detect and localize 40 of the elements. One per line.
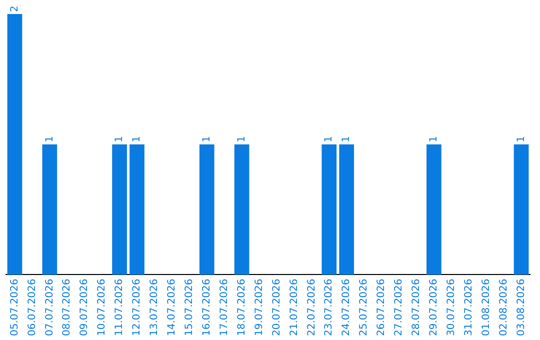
x-tick-label: 02.08.2026 [498, 278, 510, 336]
data-label: 1 [516, 136, 527, 142]
x-tick-label: 18.07.2026 [236, 278, 248, 336]
x-tick-label: 12.07.2026 [132, 278, 143, 336]
x-tick-label: 29.07.2026 [428, 278, 440, 336]
x-tick-label: 20.07.2026 [271, 278, 282, 336]
x-tick-label: 28.07.2026 [411, 278, 422, 336]
x-tick-label: 14.07.2026 [166, 278, 178, 336]
data-label: 1 [44, 136, 56, 142]
x-tick-label: 10.07.2026 [96, 278, 108, 336]
data-label: 1 [201, 136, 212, 142]
x-tick-label: 11.07.2026 [114, 278, 126, 336]
x-tick-label: 05.07.2026 [9, 278, 20, 336]
data-label: 2 [9, 6, 20, 12]
data-label: 1 [132, 136, 143, 142]
x-tick-label: 27.07.2026 [394, 278, 405, 336]
x-tick-label: 19.07.2026 [254, 278, 265, 336]
x-tick-label: 23.07.2026 [324, 278, 335, 336]
x-tick-label: 03.08.2026 [516, 278, 527, 336]
x-tick-label: 30.07.2026 [446, 278, 457, 336]
x-tick-label: 13.07.2026 [149, 278, 160, 336]
x-tick-label: 17.07.2026 [218, 278, 230, 336]
data-label: 1 [114, 136, 126, 142]
x-tick-label: 31.07.2026 [463, 278, 474, 336]
x-tick-label: 07.07.2026 [44, 278, 56, 336]
x-tick-label: 09.07.2026 [79, 278, 90, 336]
x-tick-label: 08.07.2026 [62, 278, 73, 336]
x-tick-label: 06.07.2026 [26, 278, 38, 336]
x-tick-label: 24.07.2026 [341, 278, 352, 336]
data-label: 1 [324, 136, 335, 142]
data-label: 1 [236, 136, 248, 142]
x-tick-label: 26.07.2026 [376, 278, 388, 336]
x-tick-label: 21.07.2026 [288, 278, 300, 336]
x-tick-label: 01.08.2026 [480, 278, 492, 336]
data-label: 1 [341, 136, 352, 142]
x-tick-label: 16.07.2026 [201, 278, 212, 336]
x-tick-label: 22.07.2026 [306, 278, 318, 336]
x-tick-label: 25.07.2026 [358, 278, 370, 336]
x-tick-label: 15.07.2026 [184, 278, 195, 336]
data-label: 1 [428, 136, 440, 142]
